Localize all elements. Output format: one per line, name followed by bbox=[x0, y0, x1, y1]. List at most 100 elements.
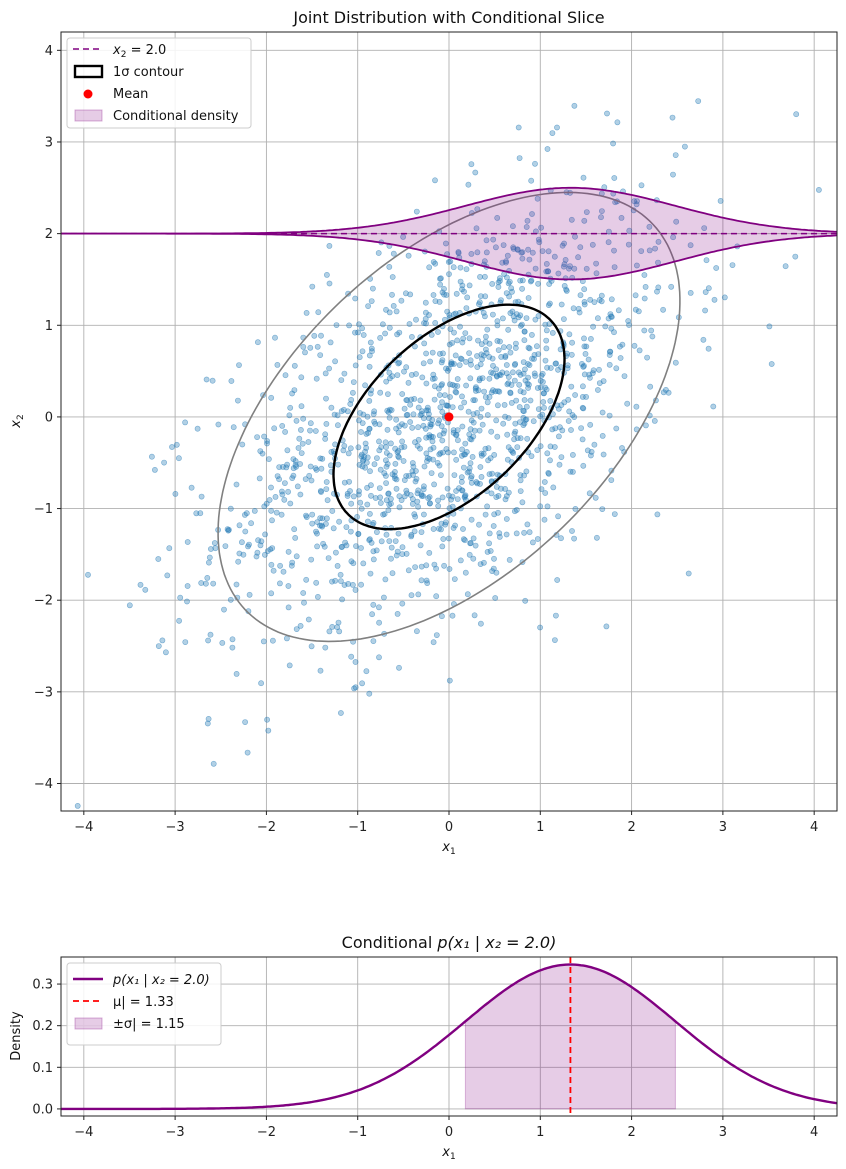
scatter-point bbox=[441, 427, 448, 434]
scatter-point bbox=[307, 463, 314, 470]
legend-slice-label: x2 = 2.0 bbox=[112, 43, 166, 60]
scatter-point bbox=[560, 263, 567, 270]
scatter-point bbox=[453, 456, 460, 463]
scatter-point bbox=[520, 389, 527, 396]
scatter-point bbox=[246, 591, 253, 598]
scatter-point bbox=[500, 242, 507, 248]
scatter-point bbox=[440, 536, 447, 542]
top-y-tick-label: 2 bbox=[45, 227, 53, 242]
scatter-point bbox=[563, 286, 569, 293]
scatter-point bbox=[412, 513, 419, 520]
scatter-point bbox=[435, 329, 441, 335]
scatter-point bbox=[491, 511, 498, 518]
scatter-point bbox=[480, 309, 487, 316]
scatter-point bbox=[364, 454, 371, 461]
scatter-point bbox=[646, 223, 653, 230]
scatter-point bbox=[281, 480, 288, 486]
scatter-point bbox=[463, 382, 469, 389]
scatter-point bbox=[367, 390, 374, 397]
scatter-point bbox=[503, 531, 510, 538]
scatter-point bbox=[423, 434, 430, 441]
scatter-point bbox=[491, 555, 497, 562]
scatter-point bbox=[394, 611, 401, 617]
scatter-point bbox=[669, 114, 676, 121]
scatter-point bbox=[487, 455, 494, 461]
scatter-point bbox=[298, 374, 305, 381]
scatter-point bbox=[599, 506, 606, 512]
scatter-point bbox=[308, 643, 315, 650]
scatter-point bbox=[407, 401, 414, 408]
scatter-point bbox=[561, 240, 567, 247]
scatter-point bbox=[415, 404, 422, 411]
scatter-point bbox=[323, 515, 330, 522]
scatter-point bbox=[568, 351, 575, 358]
legend-mu-label: μ| = 1.33 bbox=[113, 995, 174, 1010]
scatter-point bbox=[359, 680, 365, 687]
scatter-point bbox=[768, 361, 775, 367]
scatter-point bbox=[268, 907, 273, 912]
conditional-pdf-curve bbox=[61, 963, 837, 1111]
scatter-point bbox=[543, 260, 550, 267]
scatter-point bbox=[235, 558, 242, 565]
legend-pdf-label: p(x₁ | x₂ = 2.0) bbox=[112, 973, 210, 988]
scatter-point bbox=[705, 345, 712, 352]
scatter-point bbox=[326, 365, 332, 372]
top-y-tick-label: −2 bbox=[34, 594, 53, 609]
scatter-point bbox=[390, 250, 397, 257]
scatter-point bbox=[269, 637, 276, 644]
scatter-point bbox=[432, 319, 439, 326]
scatter-point bbox=[291, 526, 298, 533]
scatter-point bbox=[418, 491, 425, 498]
scatter-point bbox=[721, 294, 728, 301]
scatter-point bbox=[626, 227, 633, 234]
scatter-point bbox=[454, 437, 461, 444]
scatter-point bbox=[437, 281, 443, 288]
scatter-point bbox=[376, 447, 383, 454]
scatter-point bbox=[426, 550, 433, 556]
scatter-point bbox=[437, 275, 443, 282]
scatter-point bbox=[435, 525, 442, 532]
scatter-point bbox=[575, 254, 581, 261]
scatter-point bbox=[507, 389, 514, 396]
scatter-point bbox=[503, 362, 510, 368]
scatter-point bbox=[378, 444, 385, 450]
scatter-point bbox=[343, 542, 350, 549]
scatter-point bbox=[285, 604, 292, 611]
scatter-point bbox=[413, 371, 419, 377]
scatter-point bbox=[580, 405, 587, 412]
scatter-point bbox=[424, 580, 431, 586]
scatter-point bbox=[638, 248, 645, 254]
scatter-point bbox=[492, 595, 499, 601]
scatter-point bbox=[506, 344, 513, 350]
scatter-point bbox=[503, 274, 510, 281]
top-y-tick-label: −1 bbox=[34, 502, 53, 517]
scatter-point bbox=[268, 561, 275, 568]
scatter-point bbox=[513, 530, 520, 537]
scatter-point bbox=[611, 247, 617, 254]
scatter-point bbox=[513, 397, 520, 404]
scatter-point bbox=[258, 538, 265, 545]
scatter-point bbox=[436, 392, 443, 398]
scatter-point bbox=[528, 453, 535, 459]
scatter-point bbox=[460, 464, 467, 471]
scatter-point bbox=[476, 299, 483, 306]
scatter-point bbox=[451, 360, 457, 367]
scatter-point bbox=[317, 667, 324, 674]
scatter-point bbox=[297, 623, 304, 629]
scatter-point bbox=[412, 439, 418, 446]
scatter-point bbox=[355, 491, 362, 498]
joint-distribution-panel: Joint Distribution with Conditional Slic… bbox=[9, 8, 838, 912]
scatter-point bbox=[422, 299, 429, 306]
scatter-point bbox=[421, 340, 428, 347]
scatter-point bbox=[398, 297, 405, 304]
scatter-point bbox=[392, 460, 399, 467]
scatter-point bbox=[631, 342, 638, 349]
scatter-point bbox=[334, 563, 341, 569]
scatter-point bbox=[550, 484, 557, 491]
scatter-point bbox=[407, 291, 414, 298]
scatter-point bbox=[376, 485, 383, 491]
scatter-point bbox=[415, 591, 422, 598]
scatter-point bbox=[429, 349, 436, 356]
scatter-point bbox=[558, 301, 565, 308]
scatter-point bbox=[489, 355, 496, 362]
